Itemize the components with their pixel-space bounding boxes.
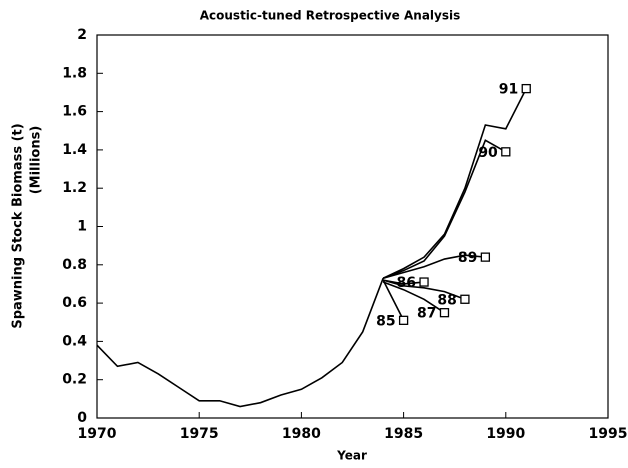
x-tick-label: 1980 (282, 426, 321, 442)
series-label: 89 (458, 250, 477, 266)
y-tick-label: 1.2 (62, 180, 87, 196)
series-line (382, 139, 507, 279)
series-label: 87 (417, 306, 436, 322)
y-tick-label: 2 (77, 27, 87, 43)
series-label: 90 (478, 145, 498, 161)
y-tick-label: 0.2 (62, 372, 87, 388)
y-tick-label: 0.4 (62, 333, 87, 349)
x-tick-label: 1975 (180, 426, 219, 442)
series-label: 85 (376, 313, 395, 329)
plot-frame (96, 34, 609, 419)
series-line (382, 88, 527, 279)
chart-title: Acoustic-tuned Retrospective Analysis (200, 9, 461, 23)
series-line (382, 254, 486, 279)
y-axis-label: Spawning Stock Biomass (t) (11, 123, 26, 328)
terminal-marker (460, 294, 470, 304)
y-axis-label: (Millions) (29, 126, 44, 195)
series-label: 88 (437, 292, 456, 308)
terminal-marker (419, 277, 429, 287)
terminal-marker (398, 315, 409, 325)
x-tick-label: 1995 (589, 426, 628, 442)
y-tick-label: 0.6 (62, 295, 87, 311)
y-tick-label: 1.4 (62, 142, 87, 158)
y-tick-label: 1 (77, 219, 87, 235)
terminal-marker (501, 147, 511, 157)
series-line (382, 281, 445, 314)
y-tick-label: 0 (77, 410, 87, 426)
series-label: 91 (499, 82, 518, 98)
y-tick-label: 1.6 (62, 104, 87, 120)
terminal-marker (521, 83, 531, 94)
terminal-marker (439, 308, 450, 318)
x-tick-label: 1970 (78, 426, 117, 442)
series-line (382, 279, 405, 321)
x-tick-label: 1990 (486, 426, 525, 442)
y-tick-label: 1.8 (62, 65, 87, 81)
series-line (96, 277, 384, 408)
y-tick-label: 0.8 (62, 257, 87, 273)
x-axis-label: Year (336, 449, 367, 463)
terminal-marker (480, 252, 491, 262)
x-tick-label: 1985 (384, 426, 423, 442)
series-line (382, 279, 466, 301)
